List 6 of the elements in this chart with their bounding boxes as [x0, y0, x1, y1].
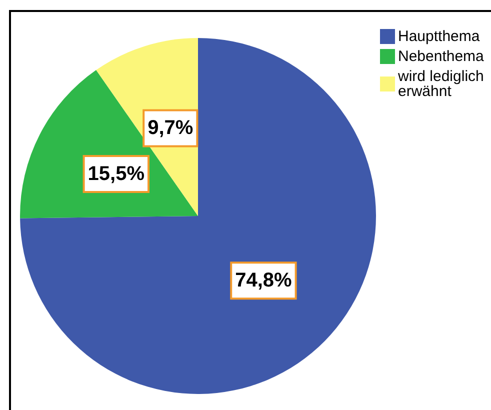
legend-label: wird lediglich erwähnt: [397, 68, 488, 100]
legend-label: Hauptthema: [398, 28, 480, 45]
legend-label: Nebenthema: [398, 48, 485, 65]
data-label: 74,8%: [235, 270, 292, 292]
data-label: 15,5%: [88, 162, 145, 185]
data-label: 9,7%: [148, 117, 194, 140]
